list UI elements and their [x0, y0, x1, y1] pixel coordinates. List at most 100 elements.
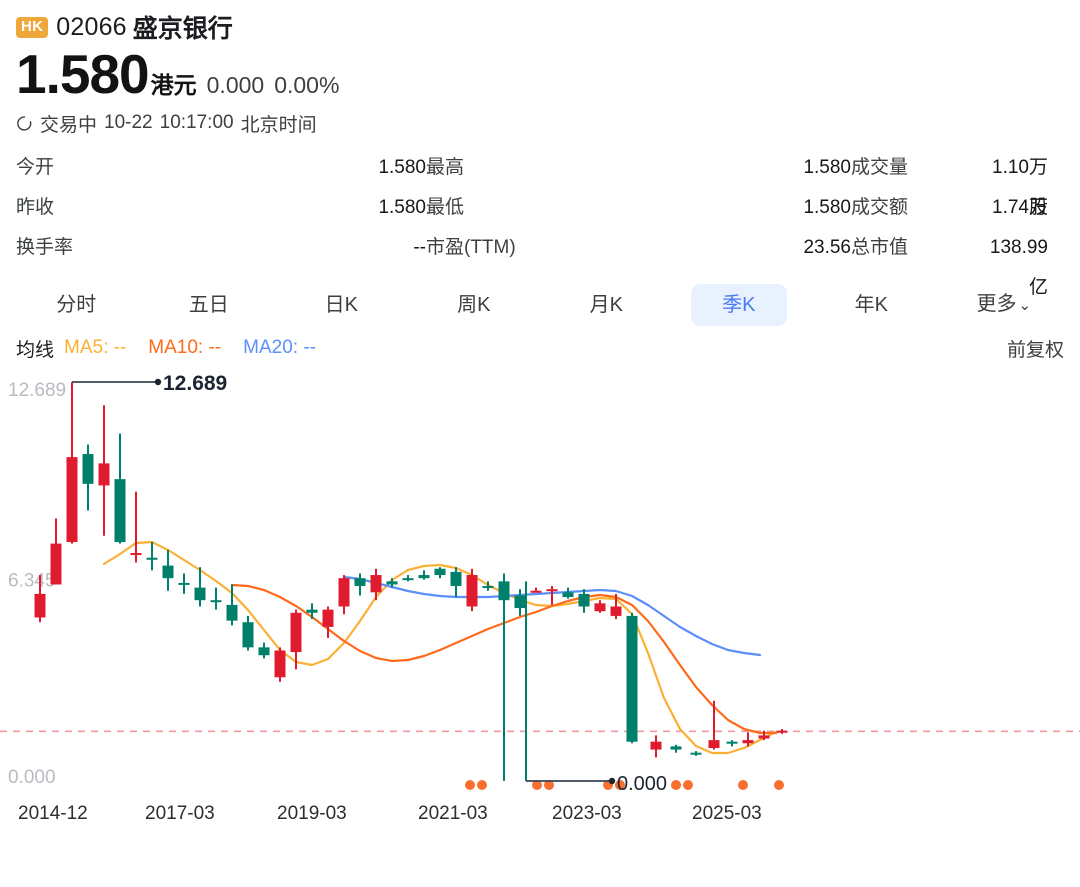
- candle: [66, 382, 78, 544]
- tab-five-day[interactable]: 五日: [188, 294, 229, 316]
- candle: [434, 567, 446, 579]
- stat-label-volume: 成交量: [851, 157, 909, 178]
- stat-label-market-cap: 总市值: [851, 237, 909, 258]
- candle: [466, 568, 478, 612]
- candle: [306, 603, 318, 620]
- volume-dot: [544, 780, 554, 790]
- candle: [594, 600, 606, 613]
- symbol-name: 盛京银行: [132, 15, 233, 43]
- market-status-text: 交易中: [40, 114, 98, 136]
- candle: [98, 405, 110, 536]
- tab-yearly-k[interactable]: 年K: [854, 294, 888, 316]
- x-axis-tick: 2019-03: [277, 803, 347, 824]
- candle: [162, 549, 174, 591]
- stat-label-turnover-rate: 换手率: [16, 237, 74, 258]
- currency-label: 港元: [150, 72, 197, 98]
- tab-monthly-k[interactable]: 月K: [589, 294, 623, 316]
- refresh-circle-icon[interactable]: [16, 115, 33, 132]
- quote-date: 10-22: [104, 112, 153, 133]
- stat-label-high: 最高: [426, 157, 465, 178]
- stat-label-turnover-amt: 成交额: [851, 197, 909, 218]
- x-axis-tick: 2017-03: [145, 803, 215, 824]
- tab-quarterly-k[interactable]: 季K: [690, 284, 787, 326]
- candle: [708, 700, 720, 750]
- candlestick-chart[interactable]: 12.689 6.345 0.000 12.689 0.000: [0, 368, 1080, 803]
- price-change-percent: 0.00%: [274, 72, 340, 98]
- candle: [726, 740, 738, 747]
- tab-more[interactable]: 更多 ⌄: [938, 283, 1071, 327]
- x-axis-tick: 2014-12: [18, 803, 88, 824]
- chart-canvas[interactable]: 12.689 6.345 0.000 12.689 0.000: [0, 368, 1080, 803]
- candle: [290, 609, 302, 670]
- candle: [418, 570, 430, 580]
- candle: [146, 542, 158, 571]
- adjust-mode-button[interactable]: 前复权: [1006, 339, 1064, 361]
- x-axis-tick: 2025-03: [692, 803, 762, 824]
- candle: [338, 575, 350, 615]
- candle: [242, 615, 254, 651]
- ma10-legend: MA10: --: [148, 337, 222, 358]
- quote-stats-grid: 今开 1.580 最高 1.580 成交量 1.10万股 昨收 1.580 最低…: [16, 148, 1064, 298]
- volume-dot: [615, 780, 625, 790]
- ma-legend-row: 均线 MA5: -- MA10: -- MA20: -- 前复权: [0, 328, 1080, 368]
- candle: [626, 612, 638, 744]
- x-axis: 2014-12 2017-03 2019-03 2021-03 2023-03 2025-…: [0, 803, 1080, 839]
- y-axis-tick: 12.689: [8, 380, 66, 401]
- stat-value-pe-ttm: 23.56: [803, 237, 851, 258]
- stat-value-volume: 1.10万股: [992, 157, 1048, 218]
- quote-header: HK 02066 盛京银行 1.580 港元 0.000 0.00% 交易中 1…: [0, 0, 1080, 298]
- market-status-row: 交易中 10-22 10:17:00 北京时间: [16, 110, 1064, 136]
- candle: [562, 587, 574, 599]
- y-axis-tick: 6.345: [8, 570, 56, 591]
- price-change: 0.000: [206, 72, 265, 98]
- x-axis-tick: 2023-03: [552, 803, 622, 824]
- candle: [546, 586, 558, 605]
- tab-weekly-k[interactable]: 周K: [457, 294, 491, 316]
- candle: [758, 730, 770, 741]
- volume-dot: [671, 780, 681, 790]
- stat-value-market-cap: 138.99亿: [989, 237, 1048, 298]
- volume-dot: [477, 780, 487, 790]
- ma20-legend: MA20: --: [243, 337, 317, 358]
- stat-label-pe-ttm: 市盈(TTM): [426, 237, 516, 258]
- volume-dot: [774, 780, 784, 790]
- tab-timeline[interactable]: 分时: [56, 294, 97, 316]
- stat-value-high: 1.580: [803, 157, 851, 178]
- candle: [530, 587, 542, 593]
- ma-legend-title: 均线: [16, 339, 55, 361]
- stat-label-prevclose: 昨收: [16, 197, 55, 218]
- candle: [114, 433, 126, 544]
- stat-label-low: 最低: [426, 197, 465, 218]
- stat-value-turnover-rate: --: [413, 237, 426, 258]
- volume-dot: [683, 780, 693, 790]
- quote-timezone: 北京时间: [240, 114, 317, 136]
- candle: [650, 735, 662, 758]
- candle: [178, 573, 190, 594]
- candle: [776, 729, 788, 734]
- symbol-row: HK 02066 盛京银行: [16, 10, 1064, 44]
- volume-dot: [465, 780, 475, 790]
- chevron-down-icon: ⌄: [1018, 297, 1032, 314]
- tab-daily-k[interactable]: 日K: [324, 294, 358, 316]
- stat-value-prevclose: 1.580: [378, 197, 426, 218]
- market-badge: HK: [16, 16, 49, 38]
- candle: [610, 593, 622, 620]
- candle: [34, 575, 46, 623]
- candle: [82, 444, 94, 511]
- candle: [354, 573, 366, 596]
- x-axis-tick: 2021-03: [418, 803, 488, 824]
- candle: [450, 567, 462, 598]
- candle: [670, 744, 682, 753]
- ma5-legend: MA5: --: [64, 337, 127, 358]
- price-row: 1.580 港元 0.000 0.00%: [16, 46, 1064, 102]
- period-tab-bar[interactable]: 分时 五日 日K 周K 月K 季K 年K 更多 ⌄: [0, 282, 1080, 328]
- candle: [498, 573, 510, 781]
- stat-value-open: 1.580: [378, 157, 426, 178]
- svg-text:12.689: 12.689: [163, 372, 227, 395]
- candle: [322, 606, 334, 638]
- candle: [578, 589, 590, 613]
- candle: [210, 587, 222, 610]
- quote-time: 10:17:00: [159, 112, 234, 133]
- candle: [274, 647, 286, 682]
- candle: [386, 578, 398, 588]
